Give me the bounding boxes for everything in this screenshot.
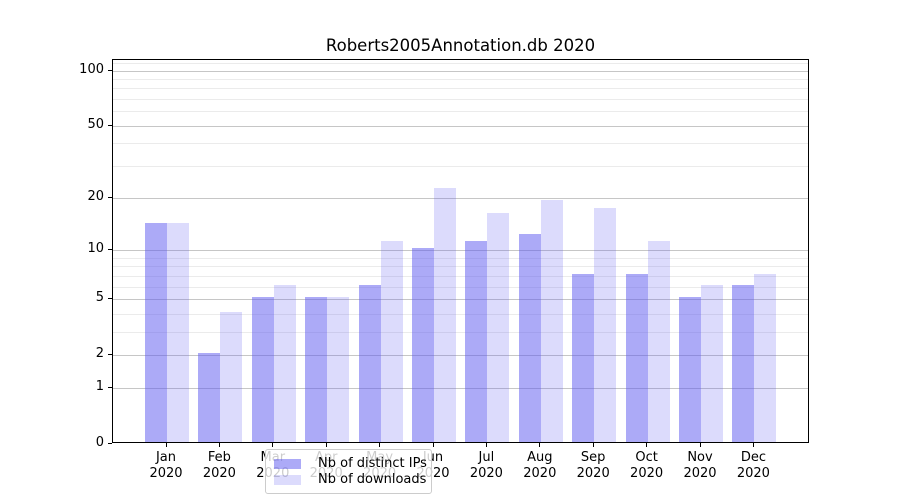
legend: Nb of distinct IPs Nb of downloads xyxy=(265,449,432,494)
x-tick-mark xyxy=(165,443,167,447)
x-tick-label-dec: Dec 2020 xyxy=(736,450,770,481)
y-tick-label: 10 xyxy=(87,240,104,256)
legend-entry-downloads: Nb of downloads xyxy=(274,472,427,488)
gridline-major xyxy=(113,387,808,389)
y-tick-mark xyxy=(108,443,112,445)
x-tick-mark xyxy=(646,443,648,447)
bar-distinct-ips-apr xyxy=(305,297,328,442)
x-tick-mark xyxy=(699,443,701,447)
y-tick-mark xyxy=(108,196,112,198)
bar-distinct-ips-nov xyxy=(679,297,701,442)
x-tick-mark xyxy=(539,443,541,447)
bar-distinct-ips-oct xyxy=(625,273,648,442)
bar-downloads-may xyxy=(380,240,403,442)
gridline-major xyxy=(113,125,808,127)
gridline-minor xyxy=(113,286,808,288)
gridline-major xyxy=(113,197,808,199)
gridline-minor xyxy=(113,143,808,145)
gridline-minor xyxy=(113,266,808,268)
bar-distinct-ips-jan xyxy=(145,222,167,442)
x-tick-mark xyxy=(218,443,221,447)
bar-distinct-ips-aug xyxy=(518,234,541,442)
x-tick-label-oct: Oct 2020 xyxy=(630,450,664,481)
gridline-major xyxy=(113,298,808,300)
plot-area xyxy=(112,59,809,443)
legend-label-downloads: Nb of downloads xyxy=(318,472,427,487)
gridline-minor xyxy=(113,62,808,64)
bar-distinct-ips-jun xyxy=(412,247,434,442)
y-tick-label: 2 xyxy=(95,346,104,362)
gridline-minor xyxy=(113,88,808,90)
gridline-major xyxy=(113,355,808,357)
y-tick-mark xyxy=(108,124,112,126)
y-tick-mark xyxy=(108,297,112,300)
x-tick-mark xyxy=(432,443,434,447)
gridline-major xyxy=(113,70,808,72)
x-tick-label-feb: Feb 2020 xyxy=(202,450,236,481)
gridline-minor xyxy=(113,78,808,80)
gridline-minor xyxy=(113,99,808,101)
bar-downloads-jan xyxy=(167,222,189,442)
gridline-minor xyxy=(113,313,808,315)
x-tick-label-aug: Aug 2020 xyxy=(523,450,557,481)
legend-swatch-distinct-ips xyxy=(274,458,301,469)
chart-title: Roberts2005Annotation.db 2020 xyxy=(325,36,596,55)
y-tick-label: 20 xyxy=(87,188,104,204)
bar-downloads-nov xyxy=(701,284,723,442)
gridline-minor xyxy=(113,257,808,259)
bar-distinct-ips-dec xyxy=(732,284,755,442)
x-tick-label-jan: Jan 2020 xyxy=(149,450,183,481)
gridline-major xyxy=(113,249,808,251)
x-tick-label-nov: Nov 2020 xyxy=(683,450,717,481)
gridline-minor xyxy=(113,166,808,168)
bar-downloads-oct xyxy=(647,240,670,442)
bar-downloads-mar xyxy=(273,284,296,442)
bar-distinct-ips-sep xyxy=(572,273,595,442)
gridline-minor xyxy=(113,331,808,333)
bar-downloads-jul xyxy=(487,212,510,442)
gridline-minor xyxy=(113,275,808,277)
x-tick-label-jul: Jul 2020 xyxy=(469,450,503,481)
bar-distinct-ips-mar xyxy=(251,297,274,442)
bar-distinct-ips-feb xyxy=(198,353,221,442)
y-tick-label: 1 xyxy=(95,378,104,394)
bar-downloads-aug xyxy=(540,199,563,442)
x-tick-mark xyxy=(485,443,488,447)
bar-downloads-feb xyxy=(220,311,243,442)
y-tick-label: 50 xyxy=(87,116,104,132)
legend-swatch-downloads xyxy=(274,474,301,485)
x-tick-label-sep: Sep 2020 xyxy=(576,450,610,481)
legend-label-distinct-ips: Nb of distinct IPs xyxy=(318,456,427,471)
gridline-minor xyxy=(113,111,808,113)
bar-downloads-sep xyxy=(594,208,617,442)
y-tick-label: 100 xyxy=(79,61,104,77)
legend-entry-distinct-ips: Nb of distinct IPs xyxy=(274,456,427,472)
y-tick-mark xyxy=(108,386,112,389)
y-tick-label: 0 xyxy=(95,435,104,450)
y-tick-mark xyxy=(108,354,112,356)
y-tick-mark xyxy=(108,248,112,251)
x-tick-mark xyxy=(272,443,274,447)
bar-downloads-dec xyxy=(754,273,777,442)
bar-downloads-jun xyxy=(434,188,456,442)
y-tick-mark xyxy=(108,69,112,71)
x-tick-mark xyxy=(592,443,594,447)
x-tick-mark xyxy=(752,443,755,447)
y-tick-label: 5 xyxy=(95,289,104,305)
bar-distinct-ips-jul xyxy=(465,240,488,442)
bar-distinct-ips-may xyxy=(358,284,381,442)
bar-downloads-apr xyxy=(327,297,350,442)
x-tick-mark xyxy=(379,443,381,447)
x-tick-mark xyxy=(325,443,327,447)
